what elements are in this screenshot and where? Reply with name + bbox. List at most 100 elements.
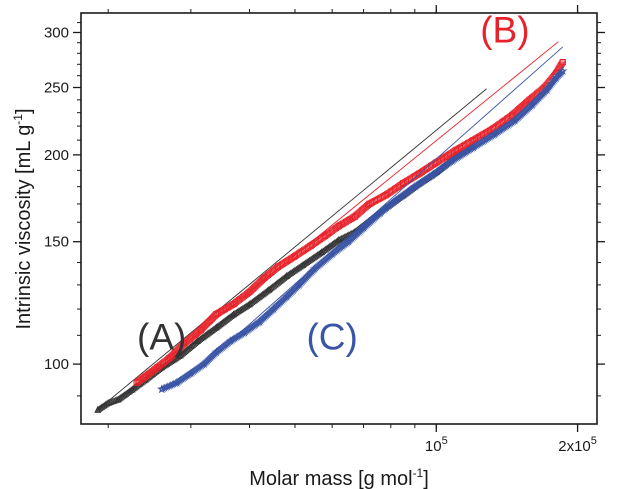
series-marker — [289, 254, 296, 261]
y-axis-title: Intrinsic viscosity [mL g-1] — [11, 108, 35, 329]
data-point — [558, 66, 568, 76]
data-point — [128, 385, 136, 393]
series-marker — [370, 198, 377, 205]
data-point — [212, 323, 220, 331]
series-marker — [330, 226, 337, 233]
series-marker — [393, 184, 400, 191]
series-marker — [410, 173, 417, 180]
series-marker — [379, 193, 386, 200]
data-point — [294, 279, 304, 289]
series-layer — [94, 41, 568, 413]
series-marker — [212, 312, 219, 319]
data-point — [291, 253, 299, 260]
data-point — [177, 351, 184, 359]
series-marker — [409, 174, 416, 181]
series-marker — [294, 251, 301, 258]
series-marker — [186, 343, 194, 350]
series-marker — [454, 146, 461, 153]
series-marker — [390, 186, 397, 193]
series-marker — [334, 223, 341, 230]
data-point — [246, 288, 253, 296]
series-marker — [386, 189, 393, 196]
series-marker — [278, 261, 285, 268]
data-point — [211, 347, 222, 357]
series-marker — [224, 304, 231, 311]
data-point — [358, 223, 369, 232]
data-point — [551, 73, 561, 82]
series-marker — [233, 299, 240, 306]
data-point — [199, 359, 209, 369]
data-point — [452, 147, 459, 154]
data-point — [283, 272, 291, 279]
series-marker — [417, 169, 424, 176]
series-marker — [309, 241, 316, 248]
data-point — [322, 232, 329, 239]
data-point — [375, 208, 386, 217]
series-marker — [277, 262, 284, 269]
series-marker — [220, 306, 227, 313]
series-label-3: (C) — [306, 316, 357, 357]
series-marker — [231, 300, 238, 307]
series-marker — [447, 150, 454, 157]
data-point — [226, 335, 236, 345]
series-marker — [286, 256, 293, 263]
data-point — [261, 274, 268, 282]
data-point — [282, 291, 292, 301]
series-marker — [440, 155, 447, 162]
series-marker — [431, 160, 438, 167]
series-marker — [392, 185, 399, 192]
data-point — [180, 340, 188, 347]
data-point — [230, 310, 238, 318]
series-marker — [227, 302, 234, 309]
series-marker — [445, 151, 452, 158]
series-marker — [412, 172, 419, 179]
series-marker — [311, 240, 318, 247]
series-marker — [442, 153, 449, 160]
series-marker — [302, 246, 309, 253]
series-marker — [306, 243, 313, 250]
x-axis-ticks: 105 2x105 — [107, 5, 597, 455]
data-point — [447, 156, 457, 165]
data-point — [309, 264, 320, 274]
series-marker — [320, 233, 327, 240]
series-marker — [345, 217, 352, 224]
series-marker — [333, 224, 340, 231]
data-point — [382, 192, 389, 199]
series-marker — [323, 231, 330, 238]
series-marker — [558, 60, 565, 67]
series-marker — [406, 176, 413, 183]
data-point — [194, 337, 201, 344]
data-point — [468, 142, 479, 152]
series-label-2: (B) — [480, 10, 529, 51]
series-marker — [159, 360, 166, 367]
data-point — [157, 384, 167, 394]
data-point — [114, 395, 122, 403]
data-point — [391, 195, 401, 205]
series-marker — [282, 258, 289, 265]
series-marker — [276, 263, 283, 270]
series-marker — [456, 145, 463, 152]
series-marker — [375, 195, 382, 202]
data-point — [416, 170, 423, 177]
series-marker — [219, 307, 226, 314]
series-marker — [299, 247, 306, 254]
series-marker — [436, 157, 443, 164]
data-point — [213, 311, 220, 318]
series-marker — [298, 248, 305, 255]
series-marker — [373, 197, 380, 204]
series-marker — [367, 200, 374, 207]
data-point — [327, 249, 337, 259]
series-marker — [319, 234, 326, 241]
series-marker — [214, 310, 221, 317]
series-marker — [314, 238, 321, 245]
data-point — [410, 181, 420, 191]
data-point — [172, 377, 182, 387]
series-marker — [389, 187, 396, 194]
data-point — [366, 200, 373, 208]
series-marker — [341, 219, 348, 226]
series-marker — [338, 221, 345, 228]
series-marker — [103, 400, 111, 407]
series-marker — [217, 308, 224, 315]
data-point — [510, 115, 520, 125]
